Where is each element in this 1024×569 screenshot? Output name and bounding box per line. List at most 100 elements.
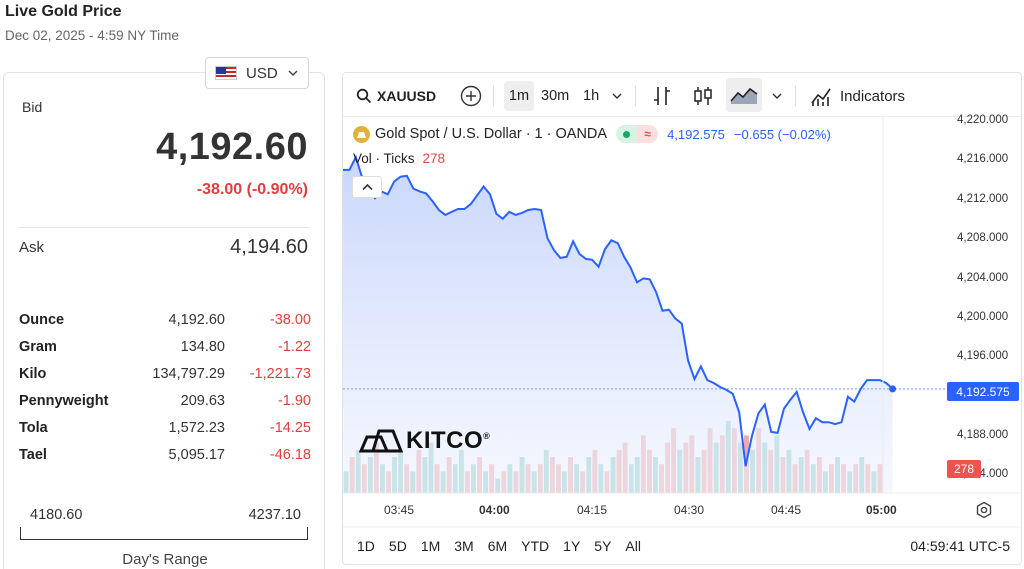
unit-name: Pennyweight bbox=[19, 392, 109, 409]
area-chart-button[interactable] bbox=[726, 78, 762, 112]
chevron-up-icon bbox=[361, 183, 373, 191]
unit-change: -14.25 bbox=[269, 419, 311, 436]
unit-name: Tola bbox=[19, 419, 48, 436]
time-axis-label: 04:30 bbox=[674, 503, 705, 517]
unit-change: -46.18 bbox=[269, 446, 311, 463]
days-range-bar bbox=[20, 527, 308, 540]
legend-last-price: 4,192.575 bbox=[667, 126, 725, 142]
chart-legend: Gold Spot / U.S. Dollar · 1 · OANDA ≈ 4,… bbox=[353, 124, 831, 144]
market-status-pill[interactable]: ≈ bbox=[616, 125, 659, 143]
interval-30m-button[interactable]: 30m bbox=[541, 88, 570, 104]
range-button-all[interactable]: All bbox=[625, 538, 641, 554]
search-icon[interactable] bbox=[356, 88, 372, 104]
unit-name: Tael bbox=[19, 446, 47, 463]
unit-price: 134,797.29 bbox=[152, 365, 225, 382]
legend-symbol-name: Gold Spot / U.S. Dollar · 1 · OANDA bbox=[375, 126, 608, 142]
unit-price-table: Ounce 4,192.60 -38.00 Gram 134.80 -1.22 … bbox=[19, 306, 311, 468]
price-axis-label: 4,188.000 bbox=[957, 429, 1009, 441]
days-range-label: Day's Range bbox=[122, 551, 208, 568]
date-range-buttons: 1D 5D 1M 3M 6M YTD 1Y 5Y All bbox=[357, 538, 655, 554]
quote-panel: Bid 4,192.60 -38.00 (-0.90%) Ask 4,194.6… bbox=[3, 72, 325, 569]
price-axis-label: 4,204.000 bbox=[957, 272, 1009, 284]
bid-change: -38.00 (-0.90%) bbox=[196, 181, 308, 198]
ask-value: 4,194.60 bbox=[230, 236, 308, 258]
currency-select[interactable]: USD bbox=[205, 57, 309, 89]
time-axis-label: 04:45 bbox=[771, 503, 802, 517]
settings-gear-icon[interactable] bbox=[975, 501, 993, 519]
price-axis-label: 4,196.000 bbox=[957, 350, 1009, 362]
price-chart[interactable] bbox=[343, 73, 1022, 565]
currency-label: USD bbox=[246, 64, 278, 82]
range-button-1d[interactable]: 1D bbox=[357, 538, 375, 554]
unit-price: 134.80 bbox=[180, 338, 225, 355]
price-axis-label: 4,212.000 bbox=[957, 193, 1009, 205]
unit-price: 5,095.17 bbox=[168, 446, 225, 463]
volume-label: Vol · Ticks bbox=[353, 151, 415, 166]
last-price-tag: 4,192.575 bbox=[947, 382, 1019, 401]
area-chart-icon bbox=[730, 87, 758, 104]
unit-row: Pennyweight 209.63 -1.90 bbox=[19, 387, 311, 414]
unit-change: -38.00 bbox=[269, 311, 311, 328]
legend-change: −0.655 (−0.02%) bbox=[733, 126, 831, 142]
range-button-5y[interactable]: 5Y bbox=[594, 538, 612, 554]
bid-value: 4,192.60 bbox=[156, 126, 308, 168]
kitco-logo-mark-icon bbox=[359, 429, 403, 453]
time-axis-label: 04:15 bbox=[577, 503, 608, 517]
indicators-button[interactable]: Indicators bbox=[840, 87, 906, 105]
ask-label: Ask bbox=[19, 239, 45, 256]
market-open-icon bbox=[616, 125, 638, 143]
unit-row: Tael 5,095.17 -46.18 bbox=[19, 441, 311, 468]
days-range-high: 4237.10 bbox=[248, 507, 301, 523]
chevron-down-icon[interactable] bbox=[772, 91, 782, 101]
unit-name: Kilo bbox=[19, 365, 47, 382]
unit-change: -1.90 bbox=[277, 392, 311, 409]
range-button-1y[interactable]: 1Y bbox=[563, 538, 581, 554]
price-area-fill bbox=[343, 157, 893, 493]
unit-row: Kilo 134,797.29 -1,221.73 bbox=[19, 360, 311, 387]
unit-name: Gram bbox=[19, 338, 57, 355]
page-datetime: Dec 02, 2025 - 4:59 NY Time bbox=[5, 28, 179, 43]
kitco-logo-text: KITCO® bbox=[406, 427, 491, 454]
us-flag-icon bbox=[215, 66, 237, 80]
unit-row: Ounce 4,192.60 -38.00 bbox=[19, 306, 311, 333]
symbol-search-button[interactable]: XAUUSD bbox=[377, 88, 437, 104]
range-button-3m[interactable]: 3M bbox=[454, 538, 474, 554]
unit-row: Gram 134.80 -1.22 bbox=[19, 333, 311, 360]
range-button-1m[interactable]: 1M bbox=[420, 538, 441, 554]
volume-value: 278 bbox=[422, 151, 446, 166]
chart-toolbar: XAUUSD 1m 30m 1h bbox=[343, 73, 1021, 117]
unit-change: -1,221.73 bbox=[249, 365, 311, 382]
price-axis-label: 4,216.000 bbox=[957, 153, 1009, 165]
price-line bbox=[343, 154, 894, 467]
quote-change-icon: ≈ bbox=[637, 125, 659, 143]
range-button-ytd[interactable]: YTD bbox=[521, 538, 550, 554]
unit-change: -1.22 bbox=[277, 338, 311, 355]
price-axis-label: 4,200.000 bbox=[957, 311, 1009, 323]
range-button-5d[interactable]: 5D bbox=[388, 538, 407, 554]
bid-label: Bid bbox=[22, 99, 43, 115]
bar-chart-icon[interactable] bbox=[652, 85, 672, 107]
candlestick-icon[interactable] bbox=[693, 85, 713, 107]
time-axis-label: 05:00 bbox=[866, 503, 897, 517]
chevron-down-icon[interactable] bbox=[612, 91, 622, 101]
range-button-6m[interactable]: 6M bbox=[487, 538, 508, 554]
unit-row: Tola 1,572.23 -14.25 bbox=[19, 414, 311, 441]
gold-coin-icon bbox=[353, 125, 370, 143]
unit-price: 209.63 bbox=[180, 392, 225, 409]
time-axis-label: 04:00 bbox=[479, 503, 510, 517]
kitco-logo: KITCO® bbox=[359, 427, 490, 455]
chart-panel: XAUUSD 1m 30m 1h bbox=[342, 72, 1022, 565]
divider bbox=[19, 227, 309, 228]
price-axis-label: 4,220.000 bbox=[957, 114, 1009, 126]
price-axis-label: 4,208.000 bbox=[957, 232, 1009, 244]
interval-1h-button[interactable]: 1h bbox=[583, 88, 600, 104]
chart-clock[interactable]: 04:59:41 UTC-5 bbox=[910, 538, 1010, 554]
days-range-low: 4180.60 bbox=[30, 507, 83, 523]
indicators-icon[interactable] bbox=[810, 85, 832, 107]
interval-1m-button[interactable]: 1m bbox=[504, 81, 534, 111]
page-title: Live Gold Price bbox=[5, 3, 122, 20]
unit-name: Ounce bbox=[19, 311, 65, 328]
collapse-legend-button[interactable] bbox=[352, 176, 382, 198]
unit-price: 1,572.23 bbox=[168, 419, 225, 436]
add-symbol-icon[interactable] bbox=[460, 85, 482, 107]
